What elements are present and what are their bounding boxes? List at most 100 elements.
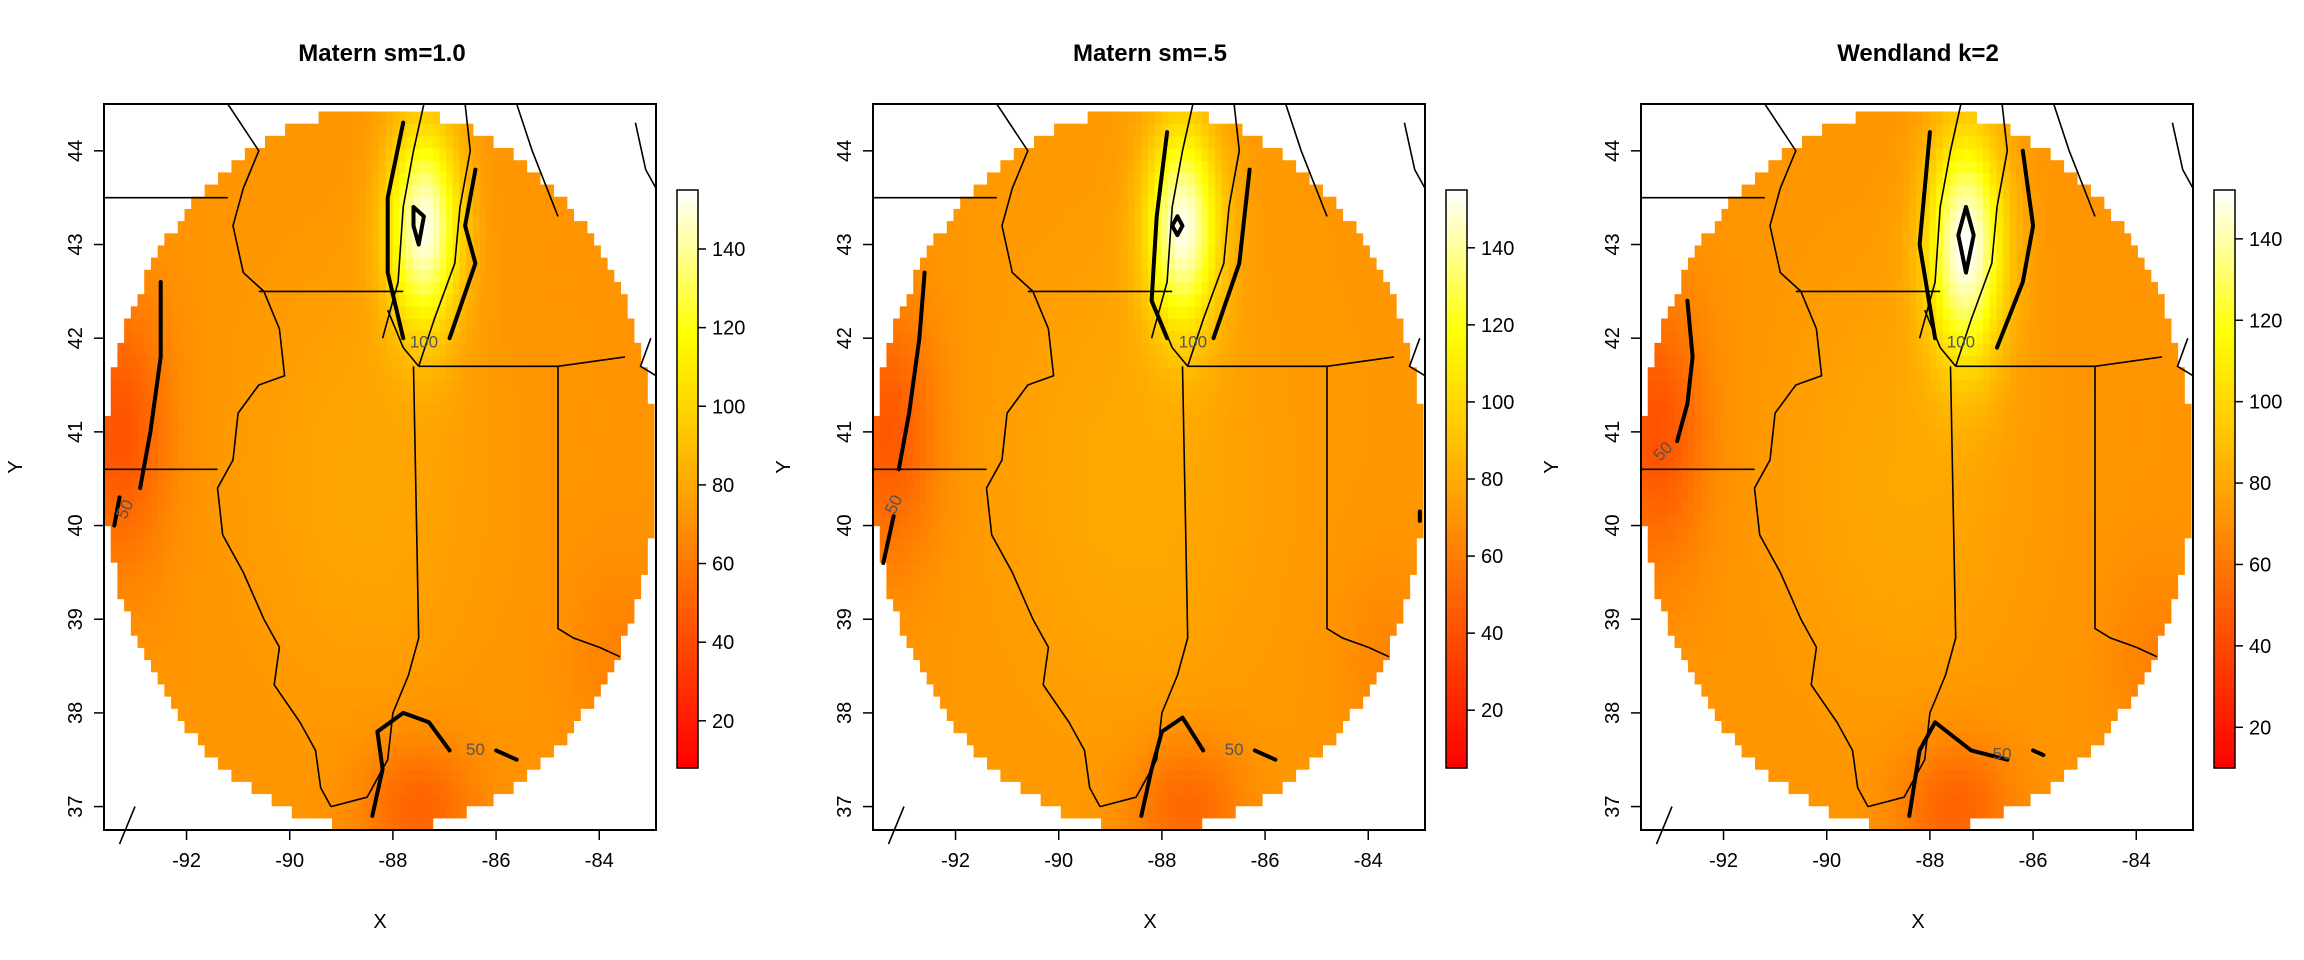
heat-cell (879, 513, 888, 527)
heat-cell (325, 294, 333, 307)
heat-cell (446, 428, 454, 441)
heat-cell (392, 744, 400, 758)
heat-cell (633, 428, 642, 441)
colorbar-band (677, 637, 698, 646)
heat-cell (130, 330, 139, 344)
heat-cell (318, 403, 326, 417)
heat-cell (258, 281, 266, 295)
heat-cell (218, 464, 226, 478)
heat-cell (372, 513, 380, 527)
heat-cell (291, 696, 300, 709)
heat-cell (519, 379, 528, 393)
heat-cell (606, 525, 615, 539)
heat-cell (412, 683, 420, 697)
heat-cell (439, 793, 447, 807)
colorbar-band (677, 406, 698, 415)
heat-cell (338, 391, 347, 405)
heat-cell (325, 135, 333, 149)
heat-cell (352, 172, 360, 186)
heat-cell (439, 586, 447, 600)
heat-cell (987, 659, 995, 673)
heat-cell (345, 160, 353, 173)
heat-cell (987, 367, 995, 381)
heat-cell (546, 744, 554, 758)
heat-cell (613, 342, 622, 356)
heat-cell (459, 647, 467, 661)
heat-cell (399, 696, 407, 709)
heat-cell (238, 549, 246, 563)
heat-cell (385, 464, 393, 478)
heat-cell (224, 525, 233, 539)
heat-cell (305, 257, 313, 271)
heat-cell (1020, 732, 1028, 746)
heat-cell (539, 403, 548, 417)
heat-cell (533, 513, 541, 527)
heat-cell (358, 647, 367, 661)
heat-cell (191, 610, 199, 624)
heat-cell (1013, 513, 1022, 527)
heat-cell (224, 501, 233, 514)
heat-cell (613, 428, 622, 441)
heat-cell (533, 659, 541, 673)
heat-cell (1040, 610, 1048, 624)
heat-cell (533, 294, 541, 307)
heat-cell (285, 756, 293, 770)
heat-cell (171, 330, 179, 344)
heat-cell (899, 318, 908, 332)
heat-cell (204, 269, 212, 283)
heat-cell (358, 440, 367, 454)
heat-cell (204, 513, 212, 527)
heat-cell (506, 306, 514, 320)
heat-cell (873, 489, 881, 502)
heat-cell (204, 428, 212, 441)
heat-cell (419, 281, 427, 295)
heat-cell (1033, 720, 1042, 734)
heat-cell (613, 635, 622, 648)
heat-cell (466, 549, 474, 563)
heat-cell (960, 440, 968, 454)
heat-cell (197, 610, 206, 624)
heat-cell (425, 708, 434, 721)
heat-cell (1000, 610, 1008, 624)
heat-cell (338, 294, 347, 307)
heat-cell (492, 574, 501, 588)
heat-cell (325, 708, 333, 721)
heat-cell (285, 245, 293, 259)
heat-cell (506, 708, 514, 721)
heat-cell (311, 574, 320, 588)
heat-cell (1000, 513, 1008, 527)
heat-cell (553, 622, 561, 636)
heat-cell (919, 440, 928, 454)
heat-cell (271, 379, 279, 393)
heat-cell (553, 537, 561, 551)
heat-cell (439, 172, 447, 186)
heat-cell (425, 342, 434, 356)
heat-cell (553, 233, 561, 247)
colorbar-band (677, 255, 698, 263)
heat-cell (345, 781, 353, 795)
heat-cell (164, 647, 172, 661)
heat-cell (164, 525, 172, 539)
heat-cell (278, 281, 286, 295)
heat-cell (278, 257, 286, 271)
heat-cell (372, 269, 380, 283)
heat-cell (352, 452, 360, 466)
heat-cell (104, 489, 112, 502)
heat-cell (372, 172, 380, 186)
heat-cell (251, 525, 259, 539)
heat-cell (358, 233, 367, 247)
heat-cell (244, 549, 253, 563)
heat-cell (593, 525, 601, 539)
heat-cell (600, 391, 608, 405)
heat-cell (285, 769, 293, 782)
heat-cell (372, 464, 380, 478)
heat-cell (439, 635, 447, 648)
heat-cell (419, 683, 427, 697)
heat-cell (980, 464, 988, 478)
heat-cell (258, 172, 266, 186)
heat-cell (171, 489, 179, 502)
heat-cell (399, 622, 407, 636)
heat-cell (446, 525, 454, 539)
heat-cell (264, 489, 273, 502)
heat-cell (358, 428, 367, 441)
